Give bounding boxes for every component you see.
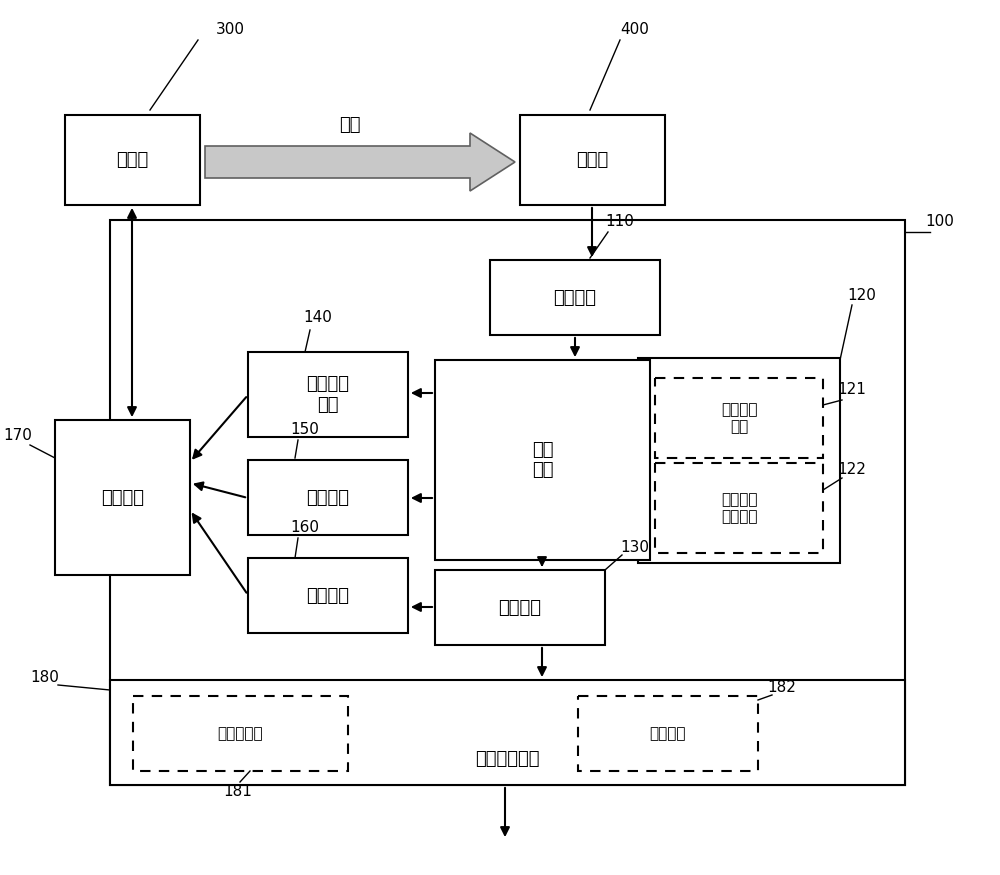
Bar [133, 696, 348, 771]
Text: 160: 160 [290, 521, 320, 536]
Text: 处理
单元: 处理 单元 [532, 441, 553, 480]
Text: 测厚仪: 测厚仪 [576, 151, 609, 169]
Text: 数据输出单元: 数据输出单元 [475, 750, 540, 767]
Bar [110, 680, 905, 785]
Bar [490, 260, 660, 335]
Text: 182: 182 [768, 681, 796, 696]
Text: 膜厚数据
提取模块: 膜厚数据 提取模块 [721, 492, 757, 524]
Text: 挤出机: 挤出机 [116, 151, 149, 169]
Text: 薄膜: 薄膜 [339, 116, 361, 134]
Bar [638, 358, 840, 563]
Text: 150: 150 [291, 423, 319, 438]
Bar [435, 570, 605, 645]
Text: 驱动单元: 驱动单元 [306, 586, 350, 605]
Bar [655, 463, 823, 553]
Bar [65, 115, 200, 205]
Bar [248, 352, 408, 437]
Text: 110: 110 [606, 214, 634, 229]
Text: 强度调节
单元: 强度调节 单元 [306, 375, 350, 414]
Polygon shape [205, 133, 515, 191]
Text: 400: 400 [621, 23, 649, 38]
Text: 300: 300 [216, 23, 244, 38]
Text: 采集单元: 采集单元 [554, 289, 596, 306]
Text: 报警模块: 报警模块 [650, 726, 686, 741]
Text: 130: 130 [620, 541, 650, 556]
Text: 执行机构: 执行机构 [101, 488, 144, 507]
Bar [520, 115, 665, 205]
Text: 181: 181 [224, 785, 252, 800]
Text: 100: 100 [926, 214, 954, 229]
Text: 170: 170 [4, 428, 32, 443]
Text: 140: 140 [304, 311, 332, 326]
Text: 调焦单元: 调焦单元 [306, 488, 350, 507]
Bar [110, 220, 905, 785]
Bar [55, 420, 190, 575]
Text: 字符提取
模块: 字符提取 模块 [721, 402, 757, 434]
Bar [435, 360, 650, 560]
Bar [655, 378, 823, 458]
Bar [248, 460, 408, 535]
Bar [248, 558, 408, 633]
Text: 120: 120 [848, 288, 876, 303]
Text: 121: 121 [838, 382, 866, 397]
Bar [578, 696, 758, 771]
Text: 监视显示器: 监视显示器 [218, 726, 263, 741]
Text: 122: 122 [838, 463, 866, 478]
Text: 180: 180 [31, 670, 59, 685]
Text: 同步单元: 同步单元 [498, 598, 542, 617]
